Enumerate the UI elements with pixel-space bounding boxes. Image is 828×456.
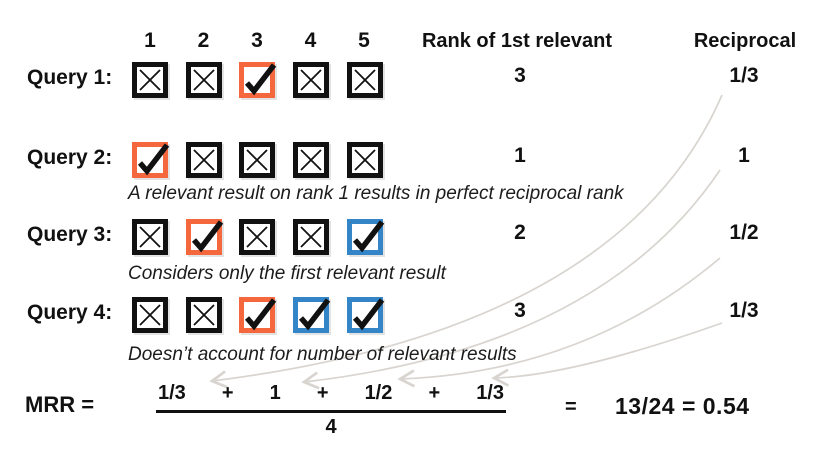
query-row: Query 4: 3 1/3 Doesn’t account for number o…: [0, 297, 828, 365]
checkbox-check-icon: [347, 219, 385, 255]
checkbox-x-icon: [293, 142, 329, 178]
query-label: Query 2:: [27, 146, 113, 169]
fraction-denominator: 4: [325, 416, 337, 438]
row-caption: Considers only the first relevant result: [128, 263, 446, 284]
arrow-q4-reciprocal: [491, 322, 723, 387]
fraction-bar: [156, 410, 506, 413]
checkbox-x-icon: [186, 297, 222, 333]
checkbox-check-icon: [239, 297, 277, 333]
rank-value: 3: [514, 64, 526, 87]
checkbox-check-icon: [293, 297, 331, 333]
fraction-numerator: 1/3 +1 +1/2 +1/3: [158, 382, 504, 405]
reciprocal-value: 1/2: [729, 221, 759, 244]
query-label: Query 3:: [27, 223, 113, 246]
query-row: Query 1: 3 1/3: [0, 62, 828, 98]
numerator-term: 1/3: [476, 382, 504, 404]
checkbox-check-icon: [186, 219, 224, 255]
checkbox-x-icon: [132, 62, 168, 98]
checkbox-x-icon: [347, 142, 383, 178]
checkbox-x-icon: [347, 62, 383, 98]
query-row: Query 3: 2 1/2 Considers only the first rel…: [0, 219, 828, 284]
numerator-term: 1/2: [364, 382, 393, 404]
checkbox-check-icon: [132, 142, 170, 178]
row-caption: A relevant result on rank 1 results in p…: [128, 183, 624, 204]
numerator-term: 1/3: [158, 382, 186, 404]
reciprocal-value: 1/3: [729, 64, 759, 87]
rank-value: 1: [514, 144, 526, 167]
rank-value: 3: [514, 299, 526, 322]
plus-sign: +: [221, 382, 234, 404]
mrr-equation-label: MRR =: [25, 392, 95, 417]
rank-value: 2: [514, 221, 526, 244]
reciprocal-value: 1/3: [729, 299, 759, 322]
position-number: 5: [358, 29, 370, 52]
plus-sign: +: [316, 382, 329, 404]
checkbox-check-icon: [239, 62, 277, 98]
arrow-q1-reciprocal: [209, 94, 723, 389]
equals-sign: =: [565, 396, 577, 418]
checkbox-x-icon: [239, 219, 275, 255]
checkbox-x-icon: [132, 297, 168, 333]
query-label: Query 4:: [27, 301, 113, 324]
query-label: Query 1:: [27, 66, 113, 89]
checkbox-x-icon: [186, 142, 222, 178]
query-row: Query 2: 1 1 A relevant result on rank 1 re…: [0, 142, 828, 204]
position-number: 2: [197, 29, 210, 52]
position-number: 1: [144, 29, 156, 52]
rank-column-header: Rank of 1st relevant: [421, 30, 613, 52]
arrow-q2-reciprocal: [301, 169, 721, 390]
mrr-result-value: 13/24 = 0.54: [615, 393, 750, 419]
checkbox-x-icon: [239, 142, 275, 178]
plus-sign: +: [428, 382, 441, 404]
reciprocal-column-header: Reciprocal: [693, 30, 797, 52]
checkbox-x-icon: [293, 219, 329, 255]
arrow-q3-reciprocal: [397, 257, 721, 388]
checkbox-x-icon: [132, 219, 168, 255]
position-number: 4: [304, 29, 317, 52]
checkbox-x-icon: [293, 62, 329, 98]
reciprocal-value: 1: [738, 144, 750, 167]
position-number: 3: [251, 29, 263, 52]
row-caption: Doesn’t account for number of relevant r…: [128, 344, 517, 365]
numerator-term: 1: [269, 382, 281, 404]
checkbox-x-icon: [186, 62, 222, 98]
checkbox-check-icon: [347, 297, 385, 333]
